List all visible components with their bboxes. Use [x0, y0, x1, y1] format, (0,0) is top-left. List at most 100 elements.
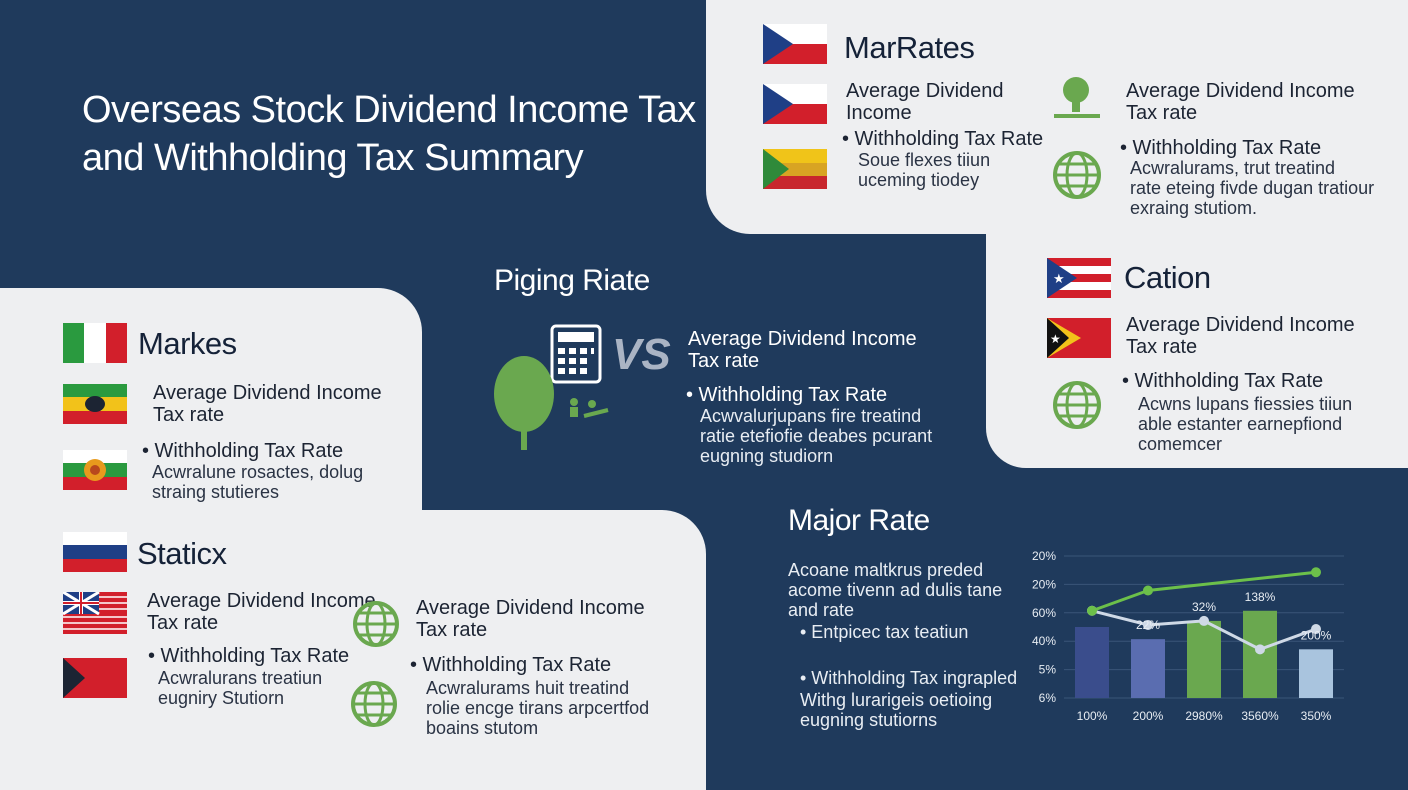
staticx-col2-bullet: • Withholding Tax Rate: [410, 654, 612, 676]
tree-location-icon: [1054, 77, 1100, 118]
cation-bullet: • Withholding Tax Rate: [1122, 370, 1324, 392]
major-heading: Major Rate: [788, 504, 930, 537]
chart-data-label: 138%: [1245, 590, 1276, 604]
cation-title1: Average Dividend Income: [1126, 314, 1355, 336]
major-desc1: Acoane maltkrus preded: [788, 560, 984, 580]
chart-xtick-label: 3560%: [1241, 709, 1279, 723]
marrates-item3-line2: uceming tiodey: [858, 170, 980, 190]
marrates-right-title1: Average Dividend Income: [1126, 80, 1355, 102]
chart-data-label: 32%: [1192, 600, 1216, 614]
flag-russia-icon: [63, 532, 127, 572]
major-desc-b: Withg lurarigeis oetioing eugning stutio…: [800, 690, 992, 730]
rate-chart: 20%20%60%40%5%6% 100% 200% 2980% 3560% 350% …: [1032, 549, 1344, 723]
marrates-right-desc: Acwralurams, trut treatind rate eteing f…: [1130, 158, 1374, 218]
chart-ytick-label: 40%: [1032, 634, 1056, 648]
piging-title1: Average Dividend Income: [688, 328, 917, 350]
marrates-item3-line1: Soue flexes tiiun: [858, 150, 991, 170]
markes-title1: Average Dividend Income: [153, 382, 382, 404]
flag-italy-icon: [63, 323, 127, 363]
cation-desc: Acwns lupans fiessies tiiun able estante…: [1138, 394, 1352, 454]
staticx-heading: Staticx: [137, 536, 227, 571]
flag-tricolor-emblem-icon: [63, 384, 127, 424]
chart-data-label: 22%: [1136, 618, 1160, 632]
title-line-2: and Withholding Tax Summary: [82, 137, 584, 179]
marrates-right-title2: Tax rate: [1126, 102, 1198, 124]
staticx-col2-desc1: Acwralurams huit treatind: [426, 678, 630, 698]
piging-desc2: ratie etefiofie deabes pcurant: [700, 426, 933, 446]
chart-point-white: [1199, 615, 1209, 626]
staticx-col1-title: Average Dividend Income Tax rate: [147, 590, 376, 634]
markes-heading: Markes: [138, 326, 237, 361]
markes-desc2: straing stutieres: [152, 482, 280, 502]
chart-labels: 22% 32% 138% 200%: [1136, 590, 1332, 643]
chart-ytick-label: 5%: [1039, 663, 1057, 677]
chart-bar: [1075, 627, 1109, 698]
piging-bullet: • Withholding Tax Rate: [686, 384, 888, 406]
chart-point-white: [1143, 619, 1153, 630]
cation-title: Average Dividend Income Tax rate: [1126, 314, 1355, 358]
markes-desc1: Acwralune rosactes, dolug: [152, 462, 364, 482]
chart-yticks: 20% 20% 60% 40% 5% 6%: [1032, 549, 1056, 705]
marrates-item2: • Withholding Tax Rate: [842, 128, 1044, 150]
major-desc4: Withg lurarigeis oetioing: [800, 690, 993, 710]
staticx-col2-desc2: rolie encge tirans arpcertfod: [426, 698, 650, 718]
markes-title: Average Dividend Income Tax rate: [153, 382, 382, 426]
staticx-col2-title: Average Dividend Income Tax rate: [416, 597, 645, 641]
cation-heading: Cation: [1124, 260, 1211, 295]
chart-point-white: [1255, 644, 1265, 655]
marrates-right-bullet: • Withholding Tax Rate: [1120, 137, 1322, 159]
marrates-item1: Average Dividend Income: [846, 80, 1004, 124]
title-line-1: Overseas Stock Dividend Income Tax: [82, 89, 696, 131]
piging-desc1: Acwvalurjupans fire treatind: [700, 406, 922, 426]
marrates-right-desc3: exraing stutiom.: [1130, 198, 1258, 218]
chart-bars: [1075, 610, 1333, 698]
staticx-col2-title2: Tax rate: [416, 619, 488, 641]
people-icon: [570, 398, 609, 418]
globe-icon: [1053, 151, 1101, 199]
globe-icon: [353, 601, 399, 647]
marrates-right-desc1: Acwralurams, trut treatind: [1130, 158, 1336, 178]
svg-text:★: ★: [1050, 332, 1061, 346]
staticx-col1-title2: Tax rate: [147, 612, 219, 634]
major-bullet1: • Entpicec tax teatiun: [800, 622, 969, 642]
flag-uk-icon: [63, 592, 127, 634]
staticx-col1-desc2: eugniry Stutiorn: [158, 688, 285, 708]
tree-icon: [494, 356, 554, 450]
piging-title2: Tax rate: [688, 350, 760, 372]
staticx-col1-desc: Acwralurans treatiun eugniry Stutiorn: [158, 668, 322, 708]
piging-title: Average Dividend Income Tax rate: [688, 328, 917, 372]
cation-desc2: able estanter earnepfiond: [1138, 414, 1343, 434]
staticx-col2-desc3: boains stutom: [426, 718, 539, 738]
chart-point-green: [1143, 585, 1153, 596]
marrates-right-desc2: rate eteing fivde dugan tratiour: [1130, 178, 1375, 198]
svg-text:★: ★: [1053, 271, 1065, 286]
staticx-col1-title1: Average Dividend Income: [147, 590, 376, 612]
flag-czech-2-icon: [763, 84, 827, 124]
chart-xtick-label: 350%: [1301, 709, 1332, 723]
major-desc5: eugning stutiorns: [800, 710, 938, 730]
page-title: Overseas Stock Dividend Income Tax and W…: [82, 86, 696, 182]
cation-desc1: Acwns lupans fiessies tiiun: [1138, 394, 1353, 414]
chart-point-green: [1087, 605, 1097, 616]
marrates-item3: Soue flexes tiiun uceming tiodey: [858, 150, 990, 190]
marrates-item1-line1: Average Dividend: [846, 80, 1004, 102]
globe-icon: [1053, 381, 1101, 429]
major-desc2: acome tivenn ad dulis tane: [788, 580, 1003, 600]
chart-point-green: [1311, 567, 1321, 578]
chart-bar: [1243, 610, 1277, 698]
chart-xticks: 100% 200% 2980% 3560% 350%: [1077, 709, 1332, 723]
major-bullet2: • Withholding Tax ingrapled: [800, 668, 1018, 688]
flag-timor-icon: ★: [1047, 318, 1111, 358]
chart-bar: [1131, 639, 1165, 698]
chart-ytick-label: 60%: [1032, 606, 1056, 620]
chart-ytick-label: 20%: [1032, 549, 1056, 563]
flag-puerto-rico-icon: ★: [1047, 258, 1111, 298]
staticx-col2-desc: Acwralurams huit treatind rolie encge ti…: [426, 678, 649, 738]
staticx-col1-desc1: Acwralurans treatiun: [158, 668, 323, 688]
marrates-item1-line2: Income: [846, 102, 912, 124]
markes-desc: Acwralune rosactes, dolug straing stutie…: [152, 462, 363, 502]
major-desc: Acoane maltkrus preded acome tivenn ad d…: [788, 560, 1002, 620]
globe-icon: [351, 681, 397, 727]
marrates-right-title: Average Dividend Income Tax rate: [1126, 80, 1355, 124]
major-desc3: and rate: [788, 600, 855, 620]
